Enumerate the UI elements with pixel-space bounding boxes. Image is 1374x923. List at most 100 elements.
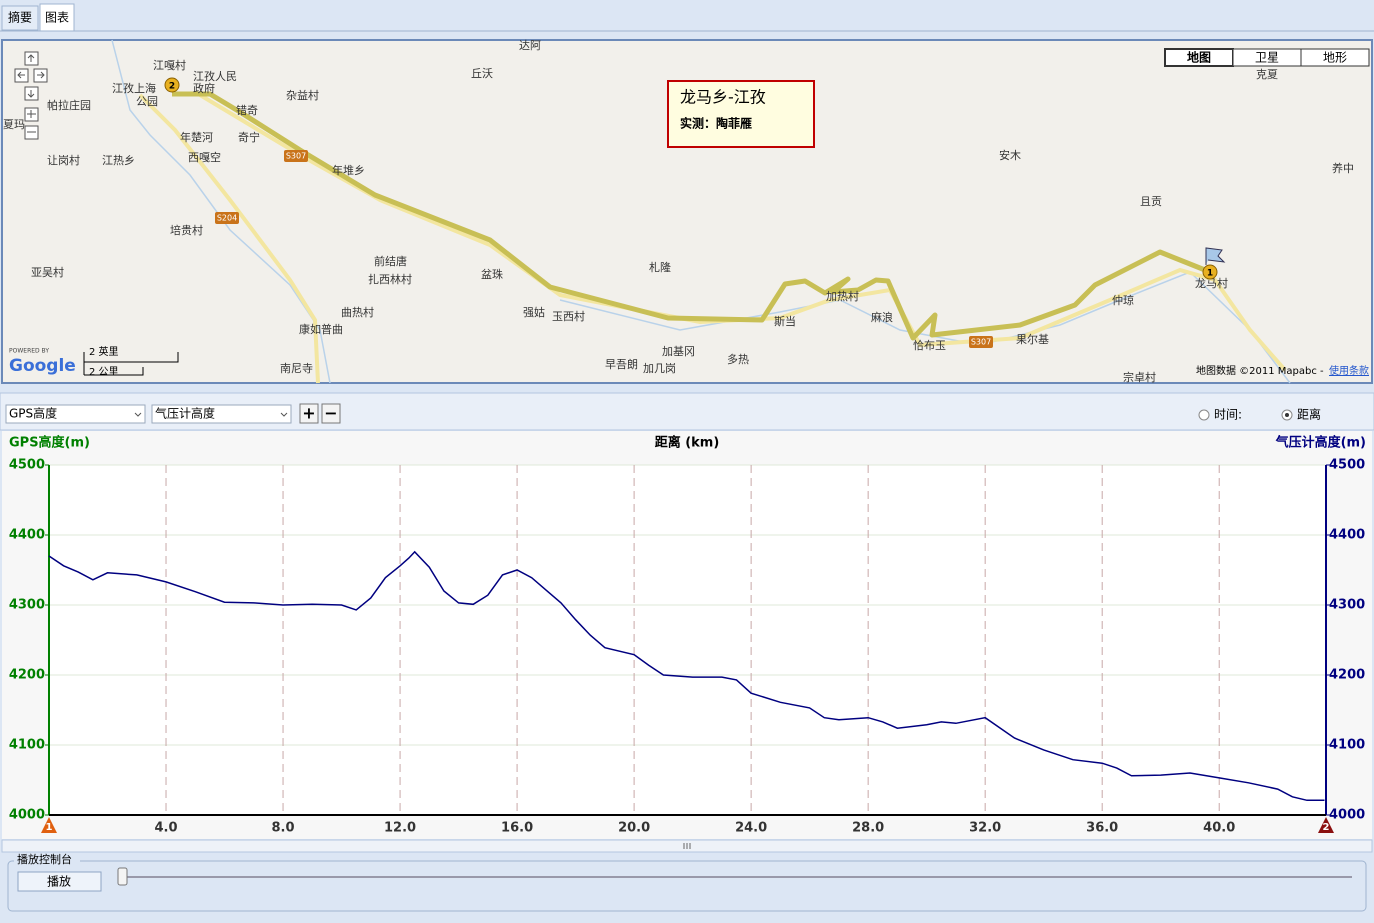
map-label: 错奇 [236, 103, 258, 117]
y2-tick-label: 4000 [1329, 808, 1365, 823]
map-label: 达阿 [519, 39, 541, 52]
play-label: 播放 [47, 874, 71, 889]
map-type-button[interactable] [1300, 48, 1370, 67]
road-shield [215, 212, 239, 224]
map-label: 前结唐 [374, 254, 407, 268]
select[interactable] [5, 404, 146, 424]
map-label: 安木 [999, 148, 1021, 162]
zoom-in-button[interactable] [299, 403, 319, 424]
map-label: 扎西林村 [368, 272, 412, 286]
y-tick-label: 4400 [9, 528, 45, 543]
road [198, 93, 1287, 372]
map-label: 夏玛 [3, 118, 25, 131]
map-label: 且贡 [1140, 195, 1162, 208]
map-label: 加热村 [826, 289, 859, 303]
y2-tick-label: 4400 [1329, 528, 1365, 543]
y-tick-label: 4000 [9, 808, 45, 823]
route-endpoint-label: 2 [1323, 822, 1330, 833]
map-label: 养中 [1332, 161, 1354, 175]
tab-label: 图表 [45, 11, 69, 25]
map-label: 年楚河 [180, 130, 213, 144]
powered-by: POWERED BY [9, 348, 49, 355]
map-label: 杂益村 [286, 88, 319, 102]
road-shield [284, 150, 308, 162]
zoom-out-button[interactable] [321, 403, 341, 424]
attribution: 地图数据 ©2011 Mapabc - [1196, 364, 1324, 377]
map-label: 恰布玉 [913, 338, 946, 352]
plot-area [49, 465, 1326, 815]
map-type-label: 卫星 [1255, 51, 1279, 65]
x-tick-label: 12.0 [384, 821, 416, 836]
map-label: 公园 [136, 95, 158, 108]
playback-title: 播放控制台 [17, 852, 72, 866]
road [138, 93, 320, 384]
x-tick-label: 40.0 [1203, 821, 1235, 836]
radio-distance-label: 距离 [1297, 407, 1321, 422]
map-label: 江嘎村 [153, 58, 186, 72]
google-logo: Google [9, 356, 76, 376]
map-label: 麻浪 [871, 310, 893, 324]
route-endpoint-label: 1 [46, 822, 53, 833]
map-label: 玉西村 [552, 309, 585, 323]
playback-group [7, 860, 1367, 912]
select-label: GPS高度 [9, 406, 57, 421]
map-label: 盆珠 [481, 267, 503, 281]
y-axis-title: GPS高度(m) [9, 435, 90, 451]
map-label: 克夏 [1256, 68, 1278, 81]
x-tick-label: 16.0 [501, 821, 533, 836]
map-label: 江孜人民 [193, 69, 237, 83]
road-label: S204 [217, 214, 237, 223]
route-endpoint [41, 817, 57, 833]
x-tick-label: 32.0 [969, 821, 1001, 836]
route-marker [1202, 264, 1218, 280]
y2-tick-label: 4300 [1329, 598, 1365, 613]
map-label: 江热乡 [102, 154, 135, 167]
radio-time[interactable] [1198, 409, 1210, 421]
y-tick-label: 4300 [9, 598, 45, 613]
tab[interactable] [1, 5, 39, 31]
select-label: 气压计高度 [155, 406, 215, 421]
road-label: S307 [971, 338, 991, 347]
map-label: 早吾朗 [605, 358, 638, 371]
map-label: 札隆 [649, 260, 671, 274]
terms-link[interactable]: 使用条款 [1329, 364, 1369, 377]
scale-km: 2 公里 [89, 366, 119, 378]
slider-thumb[interactable] [117, 867, 128, 886]
map-label: 江孜上海 [112, 81, 156, 95]
zoom-out-label: − [324, 404, 337, 423]
y-tick-label: 4100 [9, 738, 45, 753]
map-label: 加几岗 [643, 362, 676, 375]
map-nav[interactable] [14, 51, 48, 140]
map-label: 果尔基 [1016, 333, 1049, 346]
dropdown-arrow [134, 412, 288, 417]
scale-bar [83, 352, 179, 376]
scale-miles: 2 英里 [89, 345, 119, 358]
y2-tick-label: 4100 [1329, 738, 1365, 753]
y-tick-label: 4200 [9, 668, 45, 683]
radio-dot [1285, 413, 1289, 417]
scroll-grip [683, 843, 691, 849]
map-label: 丘沃 [471, 67, 493, 80]
route-marker-label: 1 [1207, 269, 1213, 279]
map-label: 亚吴村 [31, 265, 64, 279]
y2-tick-label: 4200 [1329, 668, 1365, 683]
x-tick-label: 24.0 [735, 821, 767, 836]
map-label: 帕拉庄园 [47, 98, 91, 112]
play-button[interactable] [17, 871, 102, 892]
tab-label: 摘要 [8, 10, 32, 25]
map-label: 康如普曲 [299, 322, 343, 336]
map-label: 曲热村 [341, 305, 374, 319]
info-box [667, 80, 815, 148]
map-label: 龙马村 [1195, 276, 1228, 290]
map-label: 斯当 [774, 314, 796, 328]
map-label: 宗卓村 [1123, 370, 1156, 384]
road-label: S307 [286, 152, 306, 161]
x-axis-title: 距离 (km) [655, 435, 720, 451]
map-label: 培贵村 [170, 223, 203, 237]
select[interactable] [151, 404, 292, 424]
x-tick-label: 28.0 [852, 821, 884, 836]
map-type-label: 地图 [1187, 50, 1211, 65]
